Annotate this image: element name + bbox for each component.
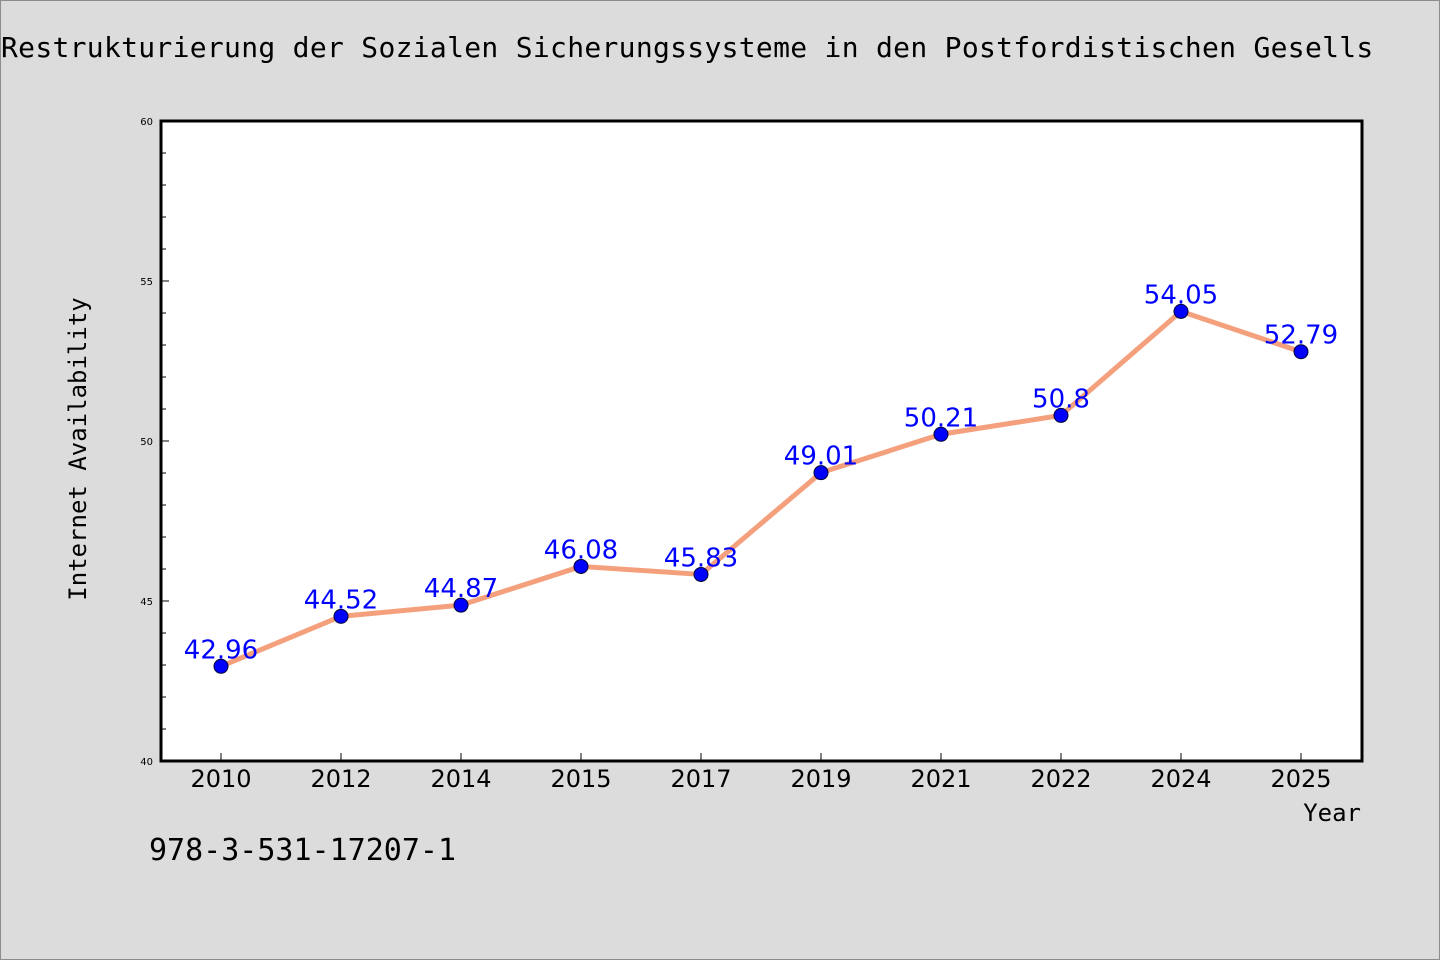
x-tick-label: 2022 xyxy=(1030,765,1091,793)
data-label: 52.79 xyxy=(1264,321,1338,351)
y-tick-label: 60 xyxy=(140,117,153,128)
x-tick-label: 2025 xyxy=(1270,765,1331,793)
x-tick-label: 2012 xyxy=(310,765,371,793)
data-point xyxy=(453,597,469,613)
data-point xyxy=(933,426,949,442)
x-tick-label: 2017 xyxy=(670,765,731,793)
x-tick-label: 2014 xyxy=(430,765,491,793)
plot-frame xyxy=(159,119,1364,763)
y-axis-label: Internet Availability xyxy=(64,297,92,600)
y-tick-label: 45 xyxy=(140,597,153,608)
y-tick-label: 55 xyxy=(140,277,153,288)
x-tick-label: 2024 xyxy=(1150,765,1211,793)
x-axis-ticks: 2010 2012 2014 2015 2017 2019 2021 2022 2024 2025 xyxy=(190,753,1332,793)
data-label: 49.01 xyxy=(784,442,858,472)
chart-title: Restrukturierung der Sozialen Sicherungs… xyxy=(1,31,1374,64)
data-label: 42.96 xyxy=(184,635,258,665)
data-label: 50.8 xyxy=(1032,384,1090,414)
series-group: 42.96 44.52 44.87 46.08 45.83 49.01 50.21 50.8 5… xyxy=(184,280,1338,674)
y-tick-label: 40 xyxy=(140,757,153,768)
x-tick-label: 2021 xyxy=(910,765,971,793)
plot-area xyxy=(161,121,1362,761)
data-label: 50.21 xyxy=(904,403,978,433)
x-axis-label: Year xyxy=(1303,799,1361,827)
data-label: 44.52 xyxy=(304,585,378,615)
x-tick-label: 2010 xyxy=(190,765,251,793)
data-point xyxy=(333,608,349,624)
data-point xyxy=(1053,407,1069,423)
series-line xyxy=(218,308,1304,669)
data-point xyxy=(813,465,829,481)
y-tick-label: 50 xyxy=(140,437,153,448)
x-tick-label: 2019 xyxy=(790,765,851,793)
data-label: 45.83 xyxy=(664,543,738,573)
data-label: 46.08 xyxy=(544,535,618,565)
data-label: 54.05 xyxy=(1144,280,1218,310)
data-point xyxy=(1293,344,1309,360)
isbn-text: 978-3-531-17207-1 xyxy=(149,833,457,868)
x-tick-label: 2015 xyxy=(550,765,611,793)
data-point xyxy=(1173,303,1189,319)
data-point xyxy=(213,658,229,674)
data-point xyxy=(573,558,589,574)
data-point xyxy=(693,566,709,582)
data-label: 44.87 xyxy=(424,574,498,604)
